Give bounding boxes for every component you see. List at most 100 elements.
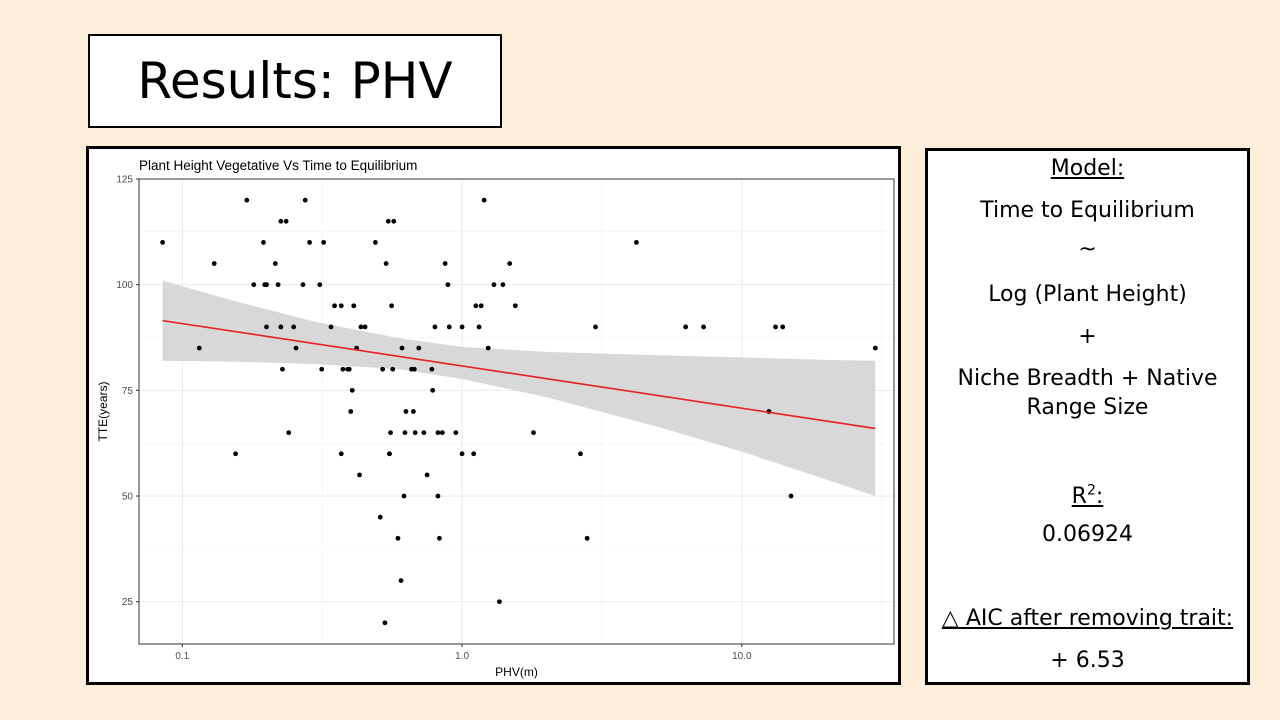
data-point	[233, 451, 238, 457]
slide-title: Results: PHV	[137, 52, 453, 110]
data-point	[283, 218, 289, 224]
data-point	[332, 303, 337, 309]
data-point	[512, 303, 518, 309]
data-point	[507, 261, 513, 266]
data-point	[780, 324, 786, 330]
data-point	[286, 430, 292, 436]
data-point	[491, 282, 497, 288]
data-point	[272, 261, 278, 266]
data-point	[399, 345, 405, 351]
y-tick-label: 25	[122, 597, 134, 608]
data-point	[244, 197, 250, 203]
data-point	[389, 303, 395, 309]
fit-line-layer	[138, 178, 895, 645]
data-point	[291, 324, 297, 330]
data-point	[395, 535, 401, 541]
data-point	[411, 409, 416, 414]
data-point	[471, 451, 477, 457]
model-tilde: ~	[1078, 237, 1097, 262]
slide-title-box: Results: PHV	[88, 34, 502, 128]
data-point	[593, 324, 598, 330]
y-axis-label: TTE(years)	[96, 381, 110, 441]
data-point	[388, 430, 393, 436]
data-point	[278, 324, 284, 330]
regression-line	[162, 319, 876, 430]
data-point	[340, 366, 346, 372]
model-plus: +	[1078, 324, 1097, 349]
data-point	[403, 409, 409, 414]
data-point	[338, 451, 344, 457]
data-point	[317, 282, 323, 288]
data-point	[338, 303, 344, 309]
data-point	[293, 345, 299, 351]
data-point	[437, 535, 442, 541]
data-point	[349, 387, 355, 393]
data-point	[307, 240, 312, 245]
data-point	[278, 218, 284, 224]
data-point	[485, 345, 491, 351]
data-point	[584, 535, 590, 541]
data-point	[459, 324, 465, 330]
data-point	[211, 261, 217, 266]
data-point	[402, 430, 408, 436]
data-point	[435, 493, 441, 499]
y-tick-label: 100	[116, 280, 133, 291]
data-point	[264, 324, 269, 330]
x-tick-label: 1.0	[455, 651, 469, 662]
data-point	[788, 493, 794, 499]
data-point	[473, 303, 479, 309]
chart-panel: Plant Height Vegetative Vs Time to Equil…	[86, 146, 901, 685]
data-point	[424, 472, 430, 478]
data-point	[261, 240, 266, 245]
x-axis-label: PHV(m)	[495, 665, 538, 679]
model-summary-panel: Model: Time to Equilibrium ~ Log (Plant …	[925, 148, 1250, 685]
data-point	[429, 366, 435, 372]
data-point	[160, 240, 165, 245]
data-point	[275, 282, 281, 288]
data-point	[401, 493, 407, 499]
data-point	[362, 324, 368, 330]
data-point	[446, 324, 452, 330]
data-point	[531, 430, 536, 436]
data-point	[476, 324, 482, 330]
data-point	[634, 240, 639, 245]
data-point	[430, 387, 436, 393]
aic-label: △ AIC after removing trait:	[941, 606, 1234, 631]
data-point	[196, 345, 202, 351]
data-point	[421, 430, 427, 436]
data-point	[385, 218, 391, 224]
data-point	[387, 451, 392, 457]
data-point	[416, 345, 422, 351]
data-point	[683, 324, 689, 330]
data-point	[500, 282, 506, 288]
data-point	[383, 261, 389, 266]
confidence-band-layer	[162, 280, 876, 497]
data-point	[280, 366, 285, 372]
x-tick-label: 0.1	[175, 651, 189, 662]
data-point	[351, 303, 357, 309]
r-squared-value: 0.06924	[1042, 522, 1133, 547]
data-point	[302, 197, 308, 203]
model-predictor-log-height: Log (Plant Height)	[988, 282, 1187, 307]
r-squared-label: R2:	[1071, 483, 1104, 510]
data-point	[264, 282, 269, 288]
data-point	[497, 599, 502, 605]
aic-value: + 6.53	[1050, 648, 1125, 673]
data-point	[445, 282, 451, 288]
data-point	[453, 430, 459, 436]
data-point	[357, 472, 362, 478]
data-point	[773, 324, 778, 330]
data-point	[373, 240, 378, 245]
scatter-chart: Plant Height Vegetative Vs Time to Equil…	[96, 158, 895, 679]
y-tick-label: 125	[116, 175, 133, 186]
confidence-band	[162, 280, 876, 497]
data-point	[459, 451, 465, 457]
x-tick-label: 10.0	[732, 651, 752, 662]
y-tick-label: 50	[122, 492, 134, 503]
data-point	[442, 261, 448, 266]
points-layer	[160, 197, 878, 626]
axis-ticks: 25 50 75 100 125 0.1 1.0 10.0	[116, 175, 752, 663]
data-point	[348, 409, 354, 414]
data-point	[321, 240, 327, 245]
data-point	[380, 366, 386, 372]
